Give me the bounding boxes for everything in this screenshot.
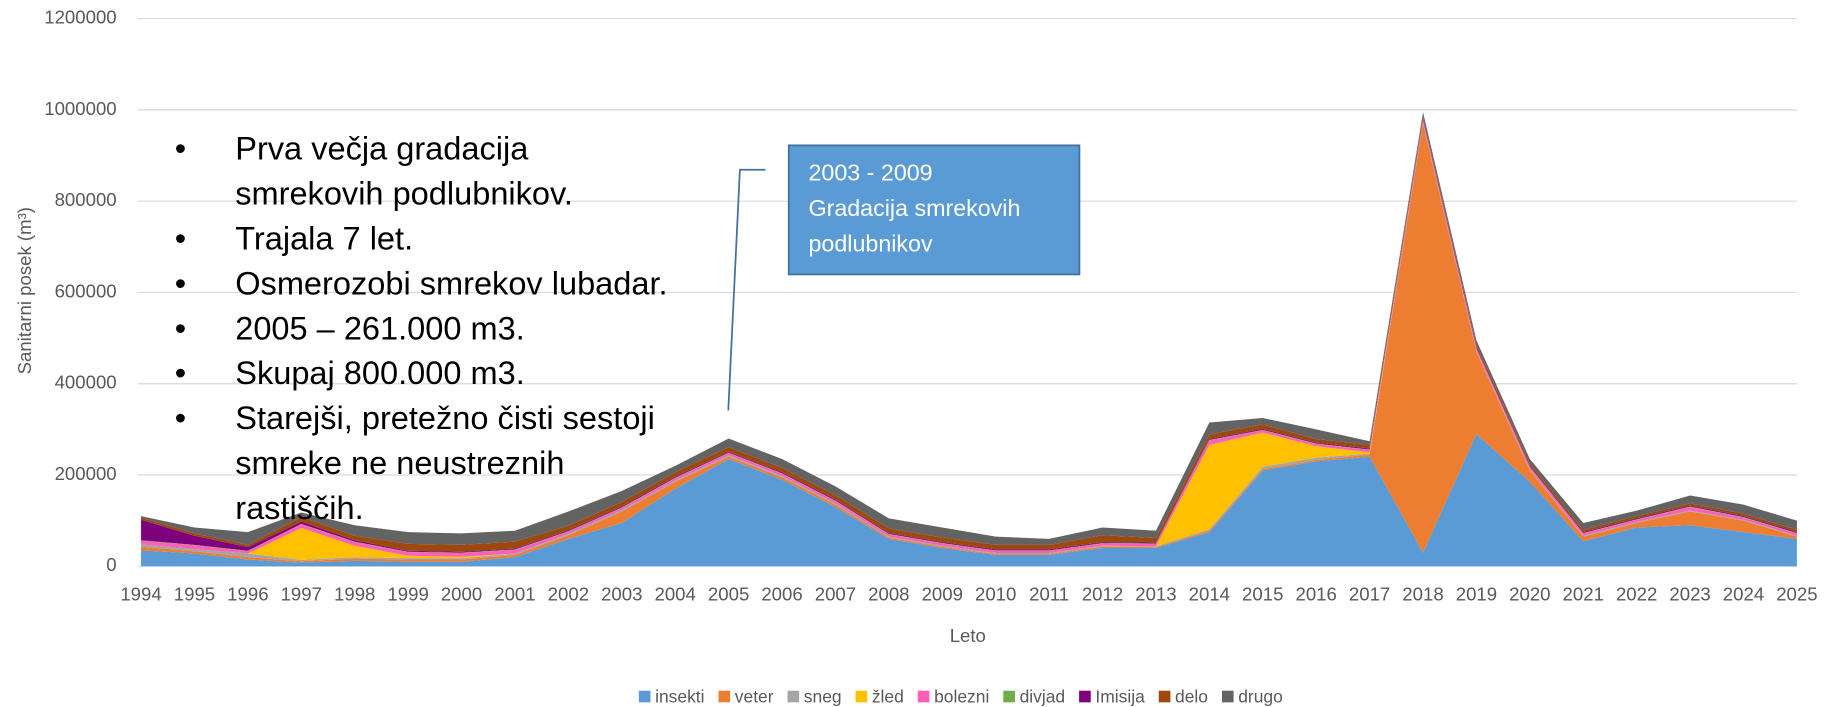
legend-label: divjad <box>1020 686 1066 706</box>
x-tick-label: 2023 <box>1669 583 1710 604</box>
legend-item: drugo <box>1221 686 1283 706</box>
x-tick-label: 2003 <box>601 583 642 604</box>
y-tick-label: 1200000 <box>44 7 116 28</box>
x-tick-label: 2005 <box>708 583 749 604</box>
y-tick-label: 200000 <box>55 463 117 484</box>
bullet-text: smreke ne neustreznih <box>235 445 564 481</box>
legend-item: veter <box>718 686 774 706</box>
x-tick-label: 2014 <box>1189 583 1230 604</box>
x-tick-label: 2002 <box>548 583 589 604</box>
y-tick-label: 600000 <box>55 280 117 301</box>
bullet-symbol: • <box>175 310 186 346</box>
bullet-text: rastiščih. <box>235 490 363 526</box>
legend-item: žled <box>855 686 904 706</box>
callout-text: podlubnikov <box>809 230 933 256</box>
x-tick-label: 1995 <box>174 583 215 604</box>
legend-swatch <box>1079 690 1091 703</box>
area <box>141 123 1797 563</box>
legend-swatch <box>1158 690 1171 703</box>
x-tick-label: 1996 <box>227 583 268 604</box>
legend-item: divjad <box>1003 686 1065 706</box>
x-tick-label: 2021 <box>1563 583 1604 604</box>
x-tick-label: 2004 <box>655 583 696 604</box>
legend: insekti veter sneg žled bolezni divjad Imisija… <box>638 686 1283 706</box>
bullet-symbol: • <box>175 131 186 167</box>
legend-item: insekti <box>638 686 705 706</box>
legend-label: drugo <box>1238 686 1283 706</box>
callout-text: 2003 - 2009 <box>809 160 933 186</box>
legend-item: delo <box>1158 686 1208 706</box>
x-axis-title: Leto <box>950 625 986 646</box>
bullet-text: Trajala 7 let. <box>235 221 413 257</box>
bullet-text: Prva večja gradacija <box>235 131 529 167</box>
legend-item: Imisija <box>1079 686 1145 706</box>
x-tick-label: 2001 <box>494 583 535 604</box>
legend-label: veter <box>735 686 774 706</box>
legend-swatch <box>787 690 800 703</box>
x-tick-label: 2012 <box>1082 583 1123 604</box>
x-tick-label: 2013 <box>1135 583 1176 604</box>
legend-item: bolezni <box>917 686 989 706</box>
x-tick-label: 2006 <box>761 583 802 604</box>
x-tick-label: 2018 <box>1402 583 1443 604</box>
x-tick-label: 1998 <box>334 583 375 604</box>
legend-swatch <box>917 690 930 703</box>
areas <box>141 112 1797 567</box>
bullet-text: Osmerozobi smrekov lubadar. <box>235 265 667 301</box>
x-tick-label: 2019 <box>1456 583 1497 604</box>
legend-label: sneg <box>804 686 842 706</box>
x-tick-label: 2020 <box>1509 583 1550 604</box>
x-tick-label: 2011 <box>1029 583 1069 604</box>
callout-text: Gradacija smrekovih <box>809 195 1021 221</box>
legend-label: bolezni <box>934 686 989 706</box>
y-tick-label: 400000 <box>55 372 117 393</box>
y-tick-label: 1000000 <box>44 98 116 119</box>
x-tick-label: 2022 <box>1616 583 1657 604</box>
x-tick-label: 1997 <box>281 583 322 604</box>
bullet-text: Starejši, pretežno čisti sestoji <box>235 400 655 436</box>
bullet-text: 2005 – 261.000 m3. <box>235 310 525 346</box>
legend-label: Imisija <box>1095 686 1145 706</box>
x-tick-label: 2015 <box>1242 583 1283 604</box>
bullet-symbol: • <box>175 355 186 391</box>
legend-item: sneg <box>787 686 842 706</box>
x-tick-label: 2017 <box>1349 583 1390 604</box>
y-tick-label: 0 <box>106 554 116 575</box>
x-tick-label: 2000 <box>441 583 482 604</box>
x-tick-label: 2010 <box>975 583 1016 604</box>
legend-swatch <box>855 690 868 703</box>
y-axis-title: Sanitarni posek (m³) <box>14 207 35 374</box>
bullet-symbol: • <box>175 400 186 436</box>
x-tick-label: 2009 <box>922 583 963 604</box>
bullet-text: smrekovih podlubnikov. <box>235 176 573 212</box>
legend-swatch <box>718 690 731 703</box>
x-tick-label: 2025 <box>1776 583 1817 604</box>
x-tick-label: 2008 <box>868 583 909 604</box>
y-tick-label: 800000 <box>55 189 117 210</box>
callout-box <box>787 144 1081 276</box>
x-tick-label: 2016 <box>1295 583 1336 604</box>
legend-swatch <box>1003 690 1015 703</box>
bullet-text: Skupaj 800.000 m3. <box>235 355 525 391</box>
x-tick-label: 2007 <box>815 583 856 604</box>
grid: 0 200000 400000 600000 800000 1000000 1200000 1… <box>44 7 1817 605</box>
callout-connector <box>727 168 766 411</box>
legend-label: insekti <box>655 686 704 706</box>
area <box>141 433 1797 567</box>
annotations: • Prva večja gradacija smrekovih podlubnik… <box>175 131 1081 526</box>
bullet-symbol: • <box>175 221 186 257</box>
legend-swatch <box>638 690 651 703</box>
x-tick-label: 2024 <box>1723 583 1764 604</box>
legend-label: delo <box>1175 686 1208 706</box>
legend-swatch <box>1221 690 1234 703</box>
x-tick-label: 1994 <box>120 583 161 604</box>
legend-label: žled <box>872 686 904 706</box>
bullet-symbol: • <box>175 265 186 301</box>
x-tick-label: 1999 <box>387 583 428 604</box>
